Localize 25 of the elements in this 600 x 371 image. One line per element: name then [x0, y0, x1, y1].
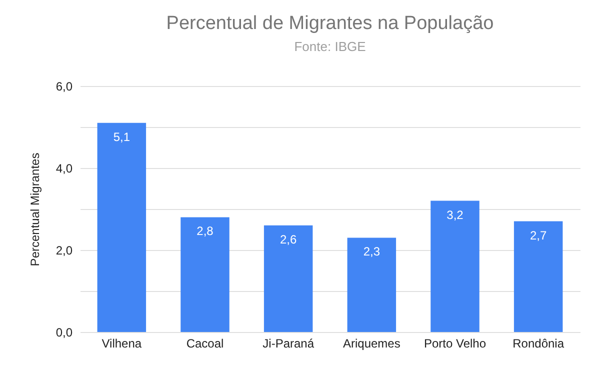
data-label: 2,7 — [530, 228, 547, 242]
y-axis-title: Percentual Migrantes — [28, 152, 42, 266]
y-tick-label: 2,0 — [56, 244, 73, 258]
x-tick-label: Vilhena — [102, 336, 142, 350]
bar — [430, 200, 480, 332]
data-label: 2,6 — [280, 232, 297, 246]
bar — [97, 122, 146, 332]
bar — [180, 217, 230, 332]
data-label: 3,2 — [446, 208, 464, 222]
chart-subtitle: Fonte: IBGE — [294, 39, 366, 54]
data-label: 5,1 — [113, 130, 130, 144]
x-tick-label: Rondônia — [512, 336, 564, 350]
bar — [264, 225, 313, 332]
y-tick-label: 0,0 — [56, 326, 73, 340]
data-label: 2,8 — [196, 224, 214, 238]
x-tick-label: Ariquemes — [342, 336, 400, 350]
bar — [514, 221, 563, 332]
y-tick-label: 6,0 — [56, 80, 73, 94]
y-tick-label: 4,0 — [56, 162, 73, 176]
x-tick-label: Porto Velho — [424, 336, 486, 350]
bar — [347, 238, 396, 332]
data-label: 2,3 — [363, 244, 380, 259]
x-tick-label: Cacoal — [186, 336, 224, 350]
chart-title: Percentual de Migrantes na População — [166, 13, 494, 34]
x-tick-label: Ji-Paraná — [262, 336, 314, 350]
